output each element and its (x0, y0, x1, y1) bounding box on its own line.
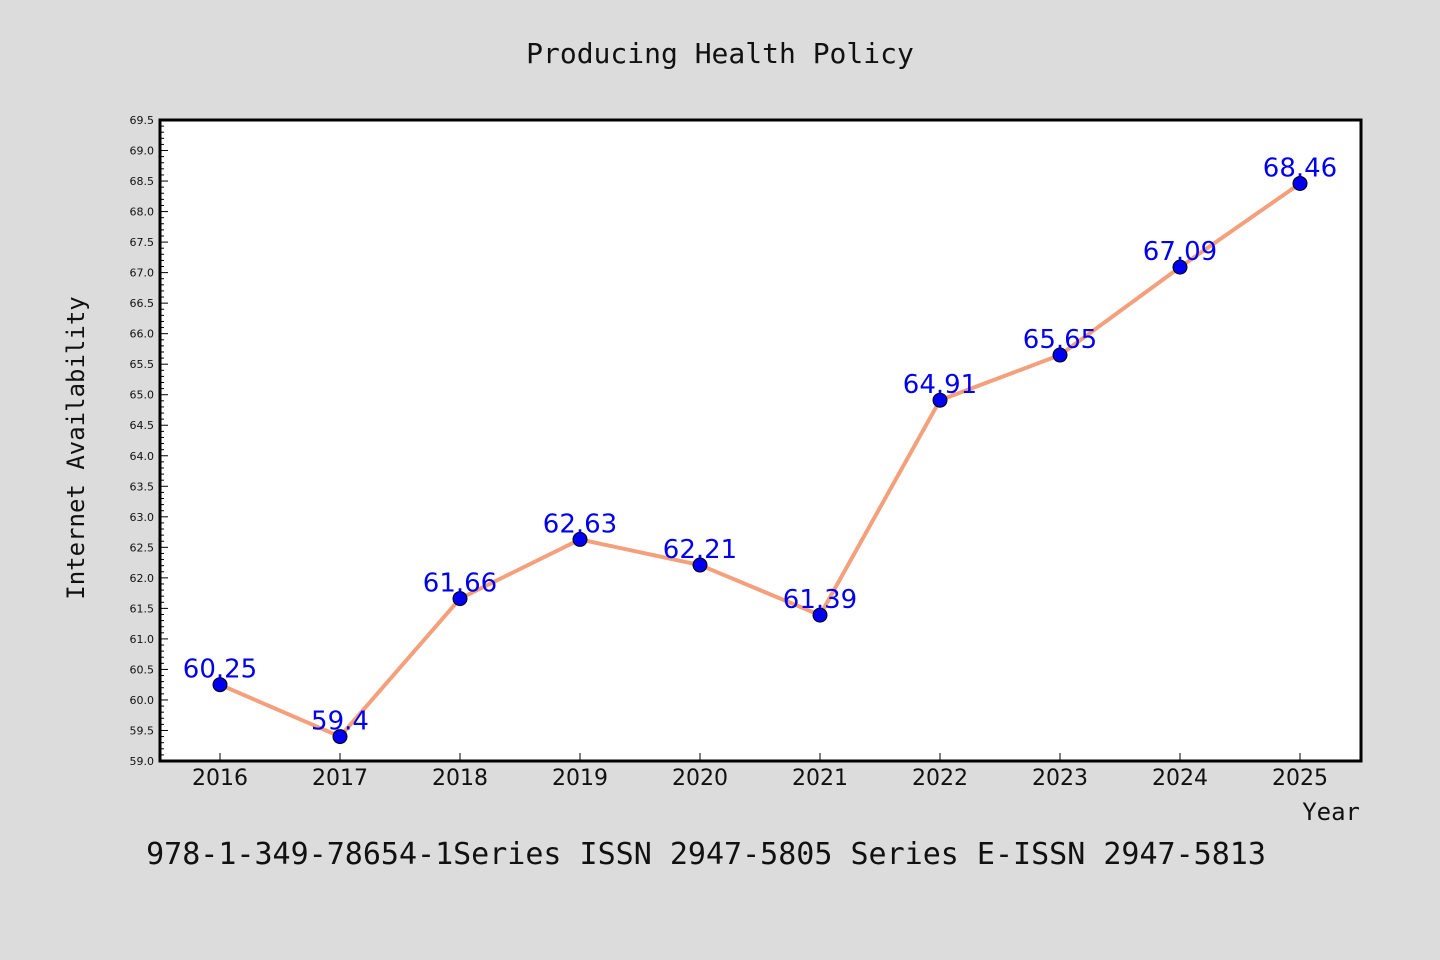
y-tick-label: 69.0 (130, 145, 155, 158)
data-label-2019: 62.63 (543, 509, 617, 539)
y-axis-label: Internet Availability (62, 296, 90, 599)
x-tick-label: 2022 (912, 766, 968, 791)
data-label-2023: 65.65 (1023, 325, 1097, 355)
y-axis: 59.0 59.5 60.0 60.5 61.0 61.5 62.0 62.5 63.0 63.5… (130, 114, 168, 768)
y-tick-label: 59.5 (130, 724, 155, 737)
y-tick-label: 63.5 (130, 480, 155, 493)
plot-area (158, 118, 1363, 763)
data-point-2022 (932, 392, 948, 408)
y-tick-label: 67.0 (130, 267, 155, 280)
x-tick-label: 2023 (1032, 766, 1088, 791)
y-tick-label: 60.0 (130, 694, 155, 707)
data-point-2021 (812, 607, 828, 623)
y-tick-label: 61.5 (130, 602, 155, 615)
x-tick-label: 2019 (552, 766, 608, 791)
x-tick-label: 2018 (432, 766, 488, 791)
data-point-2019 (572, 531, 588, 547)
y-tick-label: 64.5 (130, 419, 155, 432)
data-point-2020 (692, 557, 708, 573)
y-tick-label: 64.0 (130, 450, 155, 463)
y-tick-label: 66.0 (130, 328, 155, 341)
data-label-2021: 61.39 (783, 585, 857, 615)
y-tick-label: 61.0 (130, 633, 155, 646)
y-tick-label: 62.0 (130, 572, 155, 585)
data-point-2018 (452, 591, 468, 607)
data-label-2022: 64.91 (903, 370, 977, 400)
y-tick-label: 65.0 (130, 389, 155, 402)
x-axis: 2016 2017 2018 2019 2020 2021 2022 2023 2024 2025 (192, 753, 1328, 791)
y-tick-label: 68.0 (130, 206, 155, 219)
x-tick-label: 2024 (1152, 766, 1208, 791)
y-tick-label: 68.5 (130, 175, 155, 188)
data-point-2023 (1052, 347, 1068, 363)
data-label-2017: 59.4 (311, 707, 369, 737)
series-layer: 60.25 59.4 61.66 62.63 62.21 61.39 64.91 65.65 6… (183, 153, 1337, 745)
data-point-2017 (332, 729, 348, 745)
y-tick-label: 65.5 (130, 358, 155, 371)
chart-title: Producing Health Policy (526, 37, 914, 70)
x-tick-label: 2021 (792, 766, 848, 791)
data-point-2016 (212, 677, 228, 693)
series-line (219, 181, 1302, 739)
x-tick-label: 2025 (1272, 766, 1328, 791)
y-tick-label: 59.0 (130, 755, 155, 768)
x-tick-label: 2016 (192, 766, 248, 791)
y-tick-label: 63.0 (130, 511, 155, 524)
x-tick-label: 2017 (312, 766, 368, 791)
y-tick-label: 62.5 (130, 541, 155, 554)
data-label-2018: 61.66 (423, 569, 497, 599)
data-point-2024 (1172, 259, 1188, 275)
data-point-2025 (1292, 175, 1308, 191)
data-label-2020: 62.21 (663, 535, 737, 565)
x-tick-label: 2020 (672, 766, 728, 791)
y-tick-label: 60.5 (130, 663, 155, 676)
footer-isbn-issn: 978-1-349-78654-1Series ISSN 2947-5805 S… (146, 837, 1266, 872)
data-label-2016: 60.25 (183, 655, 257, 685)
y-tick-label: 67.5 (130, 236, 155, 249)
data-label-2025: 68.46 (1263, 153, 1337, 183)
y-tick-label: 69.5 (130, 114, 155, 127)
data-label-2024: 67.09 (1143, 237, 1217, 267)
y-tick-label: 66.5 (130, 297, 155, 310)
x-axis-label: Year (1302, 798, 1360, 826)
